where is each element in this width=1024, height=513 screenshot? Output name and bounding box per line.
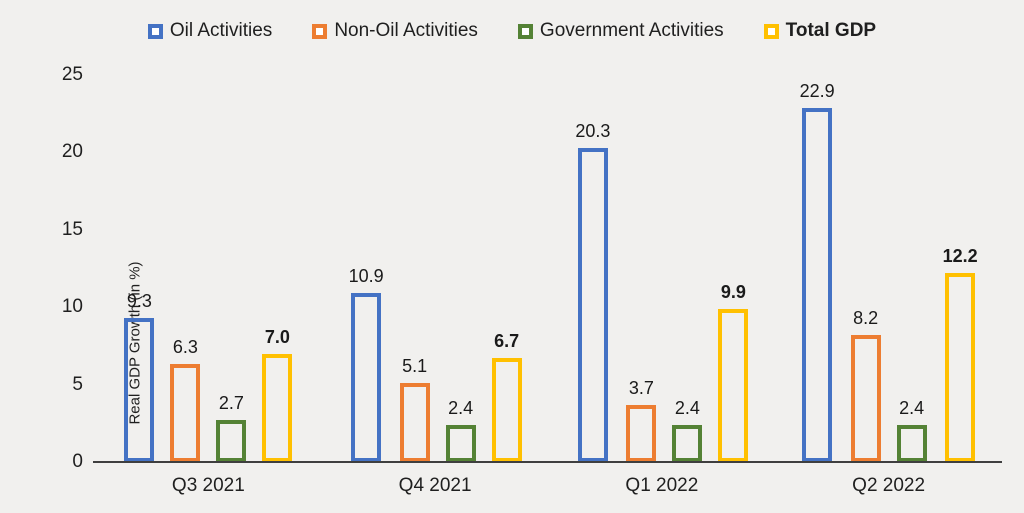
bar-value-label: 6.7: [494, 331, 520, 351]
y-tick-label: 25: [61, 64, 83, 85]
bar-value-label: 9.9: [720, 282, 746, 302]
bar-group-2: 20.3 3.7 2.4 9.9: [549, 75, 776, 462]
bar-non-oil-activities: [399, 383, 430, 462]
bar-government-activities: [896, 425, 927, 462]
bar-value-label: 9.3: [126, 291, 152, 311]
bar-non-oil-activities: [626, 405, 657, 462]
y-tick-label: 5: [72, 373, 83, 395]
x-category-label: Q2 2022: [852, 475, 926, 496]
bar-column: 12.2: [943, 246, 978, 462]
bar-value-label: 12.2: [942, 246, 978, 266]
bar-oil-activities: [802, 108, 833, 462]
bar-column: 22.9: [800, 81, 835, 462]
legend-label: Non-Oil Activities: [334, 20, 478, 41]
x-category-label: Q4 2021: [398, 475, 472, 496]
bar-value-label: 8.2: [853, 308, 879, 328]
legend-swatch-icon: [147, 23, 163, 39]
bar-column: 6.3: [170, 337, 201, 462]
bar-value-label: 10.9: [348, 266, 384, 286]
bar-oil-activities: [124, 318, 155, 462]
bar-value-label: 6.3: [172, 337, 198, 357]
bar-column: 2.4: [672, 398, 703, 462]
bar-oil-activities: [351, 293, 382, 462]
bar-total-gdp: [262, 354, 293, 462]
bar-non-oil-activities: [170, 364, 201, 462]
bar-value-label: 22.9: [799, 81, 835, 101]
bar-column: 8.2: [850, 308, 881, 462]
legend-label: Oil Activities: [169, 20, 273, 41]
bar-column: 2.7: [216, 393, 247, 462]
y-tick-label: 20: [61, 141, 83, 163]
bar-government-activities: [445, 425, 476, 462]
bar-column: 6.7: [491, 331, 522, 462]
bar-column: 7.0: [262, 327, 293, 462]
bar-column: 2.4: [445, 398, 476, 462]
bar-group-1: 10.9 5.1 2.4 6.7: [322, 75, 549, 462]
bar-groups: 9.3 6.3 2.7 7.0 10.9 5.1 2.4 6.7 20.3 3.7 2.4 9.9 22…: [95, 75, 1002, 462]
bar-column: 3.7: [626, 378, 657, 462]
bar-value-label: 20.3: [575, 121, 611, 141]
chart-legend: Oil Activities Non-Oil Activities Governme…: [0, 20, 1024, 42]
legend-item-1: Non-Oil Activities: [312, 20, 478, 42]
bar-column: 9.3: [124, 291, 155, 462]
legend-swatch-icon: [312, 23, 328, 39]
legend-swatch-icon: [763, 23, 779, 39]
bar-value-label: 7.0: [264, 327, 290, 347]
bar-value-label: 3.7: [628, 378, 654, 398]
legend-item-2: Government Activities: [517, 20, 724, 42]
y-tick-label: 0: [72, 451, 83, 472]
bar-value-label: 5.1: [402, 356, 428, 376]
x-category-label: Q3 2021: [171, 475, 245, 496]
bar-total-gdp: [945, 273, 976, 462]
x-category-label: Q1 2022: [625, 475, 699, 496]
bar-total-gdp: [491, 358, 522, 462]
bar-government-activities: [672, 425, 703, 462]
legend-swatch-icon: [517, 23, 533, 39]
plot-area: Real GDP Growth (in %) 9.3 6.3 2.7 7.0 10.9 5…: [62, 65, 1002, 496]
bar-column: 9.9: [718, 282, 749, 462]
bar-value-label: 2.4: [899, 398, 925, 418]
bar-non-oil-activities: [850, 335, 881, 462]
bar-value-label: 2.4: [448, 398, 474, 418]
y-tick-label: 15: [61, 218, 83, 240]
bar-group-3: 22.9 8.2 2.4 12.2: [775, 75, 1002, 462]
bar-value-label: 2.4: [674, 398, 700, 418]
bar-group-0: 9.3 6.3 2.7 7.0: [95, 75, 322, 462]
legend-item-0: Oil Activities: [147, 20, 273, 42]
bar-oil-activities: [577, 148, 608, 462]
bar-government-activities: [216, 420, 247, 462]
bar-column: 20.3: [575, 121, 610, 462]
bar-column: 10.9: [349, 266, 384, 462]
legend-item-3: Total GDP: [763, 20, 877, 42]
legend-label: Government Activities: [539, 20, 724, 41]
legend-label: Total GDP: [785, 20, 877, 41]
bar-value-label: 2.7: [218, 393, 244, 413]
x-axis-labels: Q3 2021 Q4 2021 Q1 2022 Q2 2022: [95, 475, 1002, 497]
bar-column: 2.4: [896, 398, 927, 462]
x-axis-line: [93, 461, 1002, 463]
bar-total-gdp: [718, 309, 749, 462]
y-tick-label: 10: [61, 296, 83, 318]
bar-column: 5.1: [399, 356, 430, 462]
